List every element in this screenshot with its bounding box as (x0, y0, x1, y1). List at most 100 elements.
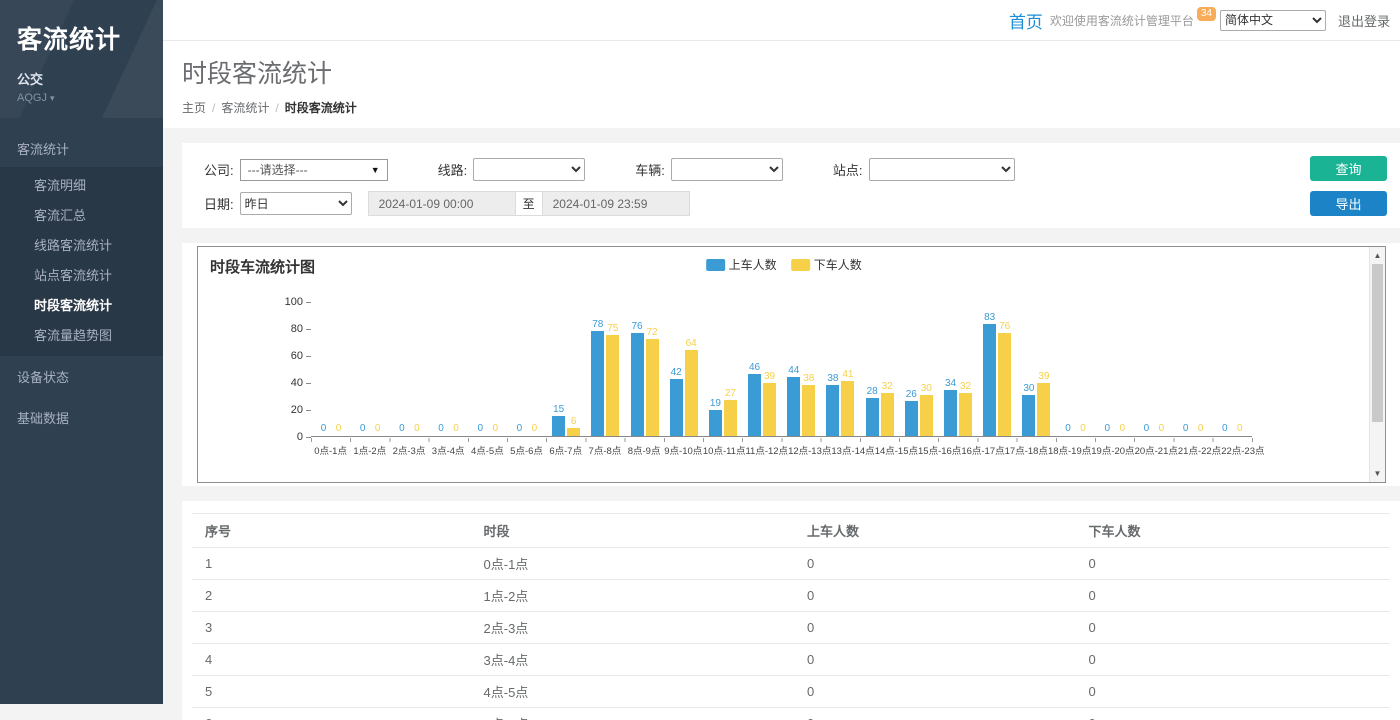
station-select[interactable] (869, 158, 1015, 181)
table-cell: 5点-6点 (474, 708, 797, 720)
chart-scrollbar[interactable]: ▲ ▼ (1369, 247, 1385, 482)
table-row: 65点-6点00 (192, 708, 1390, 720)
bar-value-label: 0 (443, 423, 469, 434)
sidebar-subitem[interactable]: 站点客流统计 (0, 260, 163, 290)
sidebar-subitem[interactable]: 时段客流统计 (0, 290, 163, 320)
company-select[interactable]: ---请选择--- ▼ (240, 159, 388, 181)
chart-x-ticks (311, 438, 1253, 442)
sidebar-item[interactable]: 设备状态 (0, 356, 163, 397)
alighting-bar (1037, 383, 1050, 436)
export-button[interactable]: 导出 (1310, 191, 1387, 216)
x-tick-label: 0点-1点 (311, 443, 350, 457)
bar-value-label: 0 (1109, 423, 1135, 434)
table-cell: 4点-5点 (474, 676, 797, 708)
home-link[interactable]: 首页 (1009, 8, 1043, 33)
x-tick-label: 20点-21点 (1135, 443, 1178, 457)
legend-swatch-icon (791, 259, 810, 271)
bar-value-label: 32 (874, 381, 900, 392)
boarding-bar (748, 374, 761, 436)
boarding-bar (787, 377, 800, 436)
legend-label: 下车人数 (814, 256, 862, 273)
bar-value-label: 30 (913, 383, 939, 394)
breadcrumb-separator: / (212, 101, 215, 115)
boarding-bar (905, 401, 918, 436)
query-button[interactable]: 查询 (1310, 156, 1387, 181)
legend-item[interactable]: 下车人数 (791, 256, 862, 273)
main-area: 首页 欢迎使用客流统计管理平台 34 简体中文 退出登录 时段客流统计 主页/客… (163, 0, 1400, 704)
date-start-input[interactable]: 2024-01-09 00:00 (368, 191, 516, 216)
table-cell: 0 (797, 612, 1079, 644)
x-tick-label: 2点-3点 (389, 443, 428, 457)
boarding-bar (591, 331, 604, 436)
legend-label: 上车人数 (729, 256, 777, 273)
table-cell: 0 (1078, 612, 1390, 644)
table-cell: 0 (797, 580, 1079, 612)
x-tick-label: 10点-11点 (703, 443, 746, 457)
date-type-select[interactable]: 昨日 (240, 192, 352, 215)
breadcrumb-parent[interactable]: 客流统计 (221, 101, 269, 115)
sidebar-item-passenger-stats[interactable]: 客流统计 (0, 130, 163, 167)
bar-value-label: 38 (796, 373, 822, 384)
line-label: 线路: (438, 160, 468, 179)
scrollbar-up-icon[interactable]: ▲ (1370, 248, 1385, 263)
logout-link[interactable]: 退出登录 (1338, 11, 1390, 30)
table-cell: 2 (192, 580, 474, 612)
vehicle-select[interactable] (671, 158, 783, 181)
bar-value-label: 27 (717, 388, 743, 399)
sidebar-item[interactable]: 基础数据 (0, 397, 163, 438)
bar-value-label: 72 (639, 327, 665, 338)
bar-value-label: 75 (600, 323, 626, 334)
sidebar-subitem[interactable]: 客流明细 (0, 170, 163, 200)
chart-legend: 上车人数 下车人数 (706, 256, 862, 273)
line-select[interactable] (473, 158, 585, 181)
legend-item[interactable]: 上车人数 (706, 256, 777, 273)
boarding-bar (670, 379, 683, 436)
sidebar-subitem[interactable]: 客流汇总 (0, 200, 163, 230)
boarding-bar (1022, 395, 1035, 436)
bar-value-label: 0 (1188, 423, 1214, 434)
sidebar-submenu: 客流明细客流汇总线路客流统计站点客流统计时段客流统计客流量趋势图 (0, 167, 163, 356)
sidebar-nav: 客流统计 客流明细客流汇总线路客流统计站点客流统计时段客流统计客流量趋势图 设备… (0, 130, 163, 438)
date-to-label: 至 (516, 191, 542, 216)
legend-swatch-icon (706, 259, 725, 271)
date-end-input[interactable]: 2024-01-09 23:59 (542, 191, 690, 216)
col-header-boarding: 上车人数 (797, 514, 1079, 548)
scrollbar-thumb[interactable] (1372, 264, 1383, 422)
boarding-bar (826, 385, 839, 436)
content: 公司: ---请选择--- ▼ 线路: 车辆: 站点: 日期: 昨日 20 (163, 128, 1400, 720)
company-label: 公司: (204, 160, 234, 179)
alighting-bar (567, 428, 580, 436)
table-cell: 0 (1078, 708, 1390, 720)
scrollbar-down-icon[interactable]: ▼ (1370, 466, 1385, 481)
user-menu[interactable]: AQGJ▾ (17, 92, 163, 104)
x-tick-label: 3点-4点 (429, 443, 468, 457)
notification-badge[interactable]: 34 (1197, 7, 1216, 21)
language-select[interactable]: 简体中文 (1220, 10, 1326, 31)
col-header-period: 时段 (474, 514, 797, 548)
sidebar-subitem[interactable]: 客流量趋势图 (0, 320, 163, 350)
filter-panel: 公司: ---请选择--- ▼ 线路: 车辆: 站点: 日期: 昨日 20 (182, 143, 1400, 228)
app-logo-title: 客流统计 (17, 20, 163, 56)
sidebar-subitem[interactable]: 线路客流统计 (0, 230, 163, 260)
table-cell: 0 (1078, 548, 1390, 580)
table-cell: 0 (1078, 644, 1390, 676)
boarding-bar (866, 398, 879, 436)
breadcrumb-current: 时段客流统计 (285, 101, 357, 115)
table-cell: 1 (192, 548, 474, 580)
boarding-bar (983, 324, 996, 436)
breadcrumb-home[interactable]: 主页 (182, 101, 206, 115)
